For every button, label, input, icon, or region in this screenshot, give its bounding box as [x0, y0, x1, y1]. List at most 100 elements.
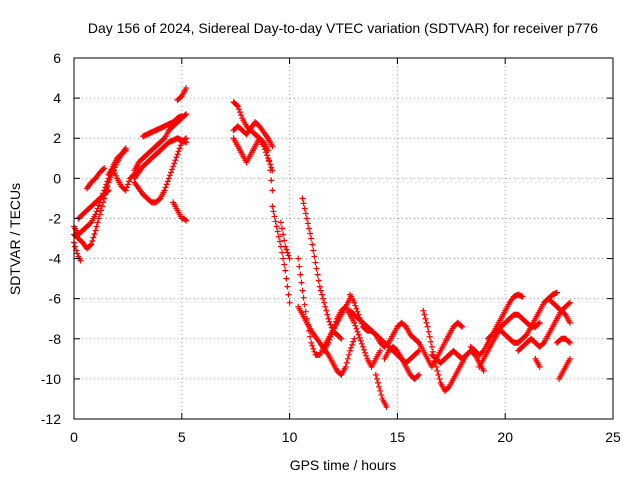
series-arc4 — [83, 165, 108, 192]
data-point — [458, 322, 465, 329]
data-point — [122, 147, 129, 154]
data-point — [315, 277, 322, 284]
series-arc34 — [532, 355, 543, 370]
series-arc14 — [230, 119, 276, 150]
data-point — [362, 349, 369, 356]
data-point — [298, 279, 305, 286]
data-point — [183, 135, 190, 142]
data-point — [94, 205, 101, 212]
series-arc25 — [381, 343, 422, 382]
data-point — [279, 225, 286, 232]
data-point — [352, 302, 359, 309]
data-point — [72, 243, 79, 250]
data-point — [177, 142, 184, 149]
x-tick-label: 25 — [605, 429, 621, 445]
data-point — [272, 218, 279, 225]
series-arc32 — [515, 299, 573, 354]
data-point — [318, 291, 325, 298]
data-point — [308, 339, 315, 346]
data-point — [428, 343, 435, 350]
data-point — [307, 230, 314, 237]
series-arc27 — [420, 307, 470, 394]
data-point — [282, 267, 289, 274]
data-point — [104, 178, 111, 185]
data-point — [102, 184, 109, 191]
data-point — [275, 233, 282, 240]
data-point — [479, 348, 486, 355]
data-point — [162, 184, 169, 191]
data-point — [414, 338, 421, 345]
data-point — [92, 227, 99, 234]
data-point — [378, 391, 385, 398]
data-point — [168, 169, 175, 176]
series-arc17 — [277, 219, 293, 262]
data-point — [124, 181, 131, 188]
data-point — [97, 207, 104, 214]
data-point — [360, 346, 367, 353]
data-point — [433, 363, 440, 370]
x-tick-label: 15 — [390, 429, 406, 445]
data-point — [522, 332, 529, 339]
data-point — [176, 145, 183, 152]
data-point — [301, 301, 308, 308]
y-tick-label: 4 — [53, 90, 61, 106]
data-point — [322, 303, 329, 310]
data-point — [309, 241, 316, 248]
data-point — [182, 216, 189, 223]
series-arc16 — [269, 203, 293, 306]
data-point — [269, 203, 276, 210]
data-point — [316, 283, 323, 290]
data-point — [311, 348, 318, 355]
y-tick-label: -10 — [41, 371, 61, 387]
data-point — [301, 205, 308, 212]
data-point — [283, 275, 290, 282]
data-point — [90, 234, 97, 241]
series-arc35 — [553, 335, 573, 346]
data-point — [307, 333, 314, 340]
data-point — [383, 403, 390, 410]
data-point — [565, 338, 572, 345]
data-point — [77, 257, 84, 264]
data-point — [274, 228, 281, 235]
data-point — [171, 160, 178, 167]
data-point — [286, 255, 293, 262]
data-point — [172, 157, 179, 164]
data-point — [91, 230, 98, 237]
series-arc2 — [71, 147, 129, 238]
data-point — [331, 321, 338, 328]
data-point — [235, 106, 242, 113]
data-point — [302, 210, 309, 217]
data-point — [332, 318, 339, 325]
data-point — [121, 148, 128, 155]
data-point — [233, 102, 240, 109]
data-point — [269, 187, 276, 194]
data-point — [326, 318, 333, 325]
y-tick-label: -2 — [49, 210, 62, 226]
data-point — [177, 94, 184, 101]
data-point — [299, 287, 306, 294]
data-point — [103, 181, 110, 188]
data-point — [93, 223, 100, 230]
data-point — [435, 371, 442, 378]
x-tick-label: 10 — [282, 429, 298, 445]
data-point — [539, 340, 546, 347]
y-tick-label: 6 — [53, 50, 61, 66]
data-point — [363, 352, 370, 359]
data-point — [282, 243, 289, 250]
data-point — [377, 387, 384, 394]
data-point — [164, 178, 171, 185]
data-point — [302, 308, 309, 315]
data-point — [285, 291, 292, 298]
data-point — [88, 241, 95, 248]
data-point — [423, 319, 430, 326]
data-point — [122, 187, 129, 194]
data-point — [270, 208, 277, 215]
data-point — [87, 242, 94, 249]
data-point — [285, 252, 292, 259]
data-point — [237, 109, 244, 116]
data-point — [436, 375, 443, 382]
y-tick-label: -4 — [49, 251, 62, 267]
data-point — [351, 319, 358, 326]
data-point — [354, 328, 361, 335]
data-point — [182, 136, 189, 143]
